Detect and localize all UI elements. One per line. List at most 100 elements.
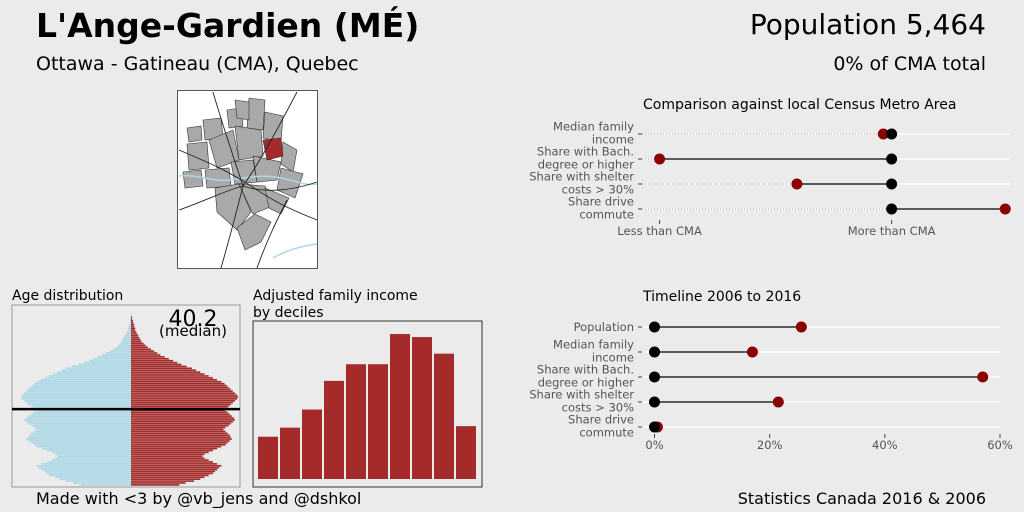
age-bar-male bbox=[59, 478, 131, 480]
age-bar-male bbox=[129, 317, 131, 320]
map-region bbox=[236, 213, 272, 251]
age-bar-female bbox=[131, 321, 134, 324]
income-decile-bar bbox=[324, 380, 344, 479]
age-bar-male bbox=[53, 373, 131, 375]
age-bar-female bbox=[131, 331, 137, 333]
age-bar-male bbox=[26, 417, 131, 419]
cma-share-value: 0% of CMA total bbox=[833, 53, 986, 75]
median-age-label: (median) bbox=[159, 322, 227, 340]
x-tick-label: More than CMA bbox=[848, 224, 936, 238]
age-bar-female bbox=[131, 401, 233, 404]
age-bar-female bbox=[131, 348, 151, 351]
age-bar-male bbox=[23, 392, 131, 394]
age-bar-male bbox=[127, 327, 131, 330]
point-local bbox=[795, 321, 807, 333]
age-bar-male bbox=[57, 455, 131, 458]
age-bar-female bbox=[131, 371, 201, 373]
age-bar-female bbox=[131, 445, 222, 448]
age-bar-male bbox=[52, 459, 131, 461]
age-bar-female bbox=[131, 428, 224, 431]
point-local bbox=[654, 153, 666, 165]
map-regions bbox=[182, 97, 304, 251]
age-bar-male bbox=[61, 369, 132, 372]
age-bar-female bbox=[131, 396, 239, 398]
point-reference bbox=[649, 321, 661, 333]
category-label: income bbox=[592, 133, 634, 147]
category-label: Share drive bbox=[568, 413, 634, 427]
income-decile-bar bbox=[346, 364, 366, 479]
age-bar-female bbox=[131, 400, 235, 402]
income-decile-bar bbox=[412, 337, 432, 479]
age-bar-male bbox=[33, 411, 131, 414]
road bbox=[212, 91, 244, 187]
point-local bbox=[877, 128, 889, 140]
age-bar-male bbox=[52, 451, 131, 454]
age-bar-female bbox=[131, 377, 213, 379]
age-bar-male bbox=[31, 413, 131, 416]
age-bar-female bbox=[131, 422, 231, 425]
age-bar-male bbox=[34, 430, 131, 433]
age-bar-male bbox=[26, 401, 131, 404]
road bbox=[256, 199, 288, 269]
age-bar-female bbox=[131, 369, 197, 372]
river bbox=[272, 243, 318, 259]
category-label: Share with Bach. bbox=[537, 145, 634, 159]
road bbox=[220, 185, 244, 269]
age-bar-male bbox=[80, 484, 131, 486]
income-decile-bar bbox=[280, 427, 300, 479]
age-bar-male bbox=[28, 403, 132, 406]
age-bar-female bbox=[131, 451, 209, 454]
age-bar-female bbox=[131, 447, 218, 450]
age-distribution-chart: Age distribution 40.2 (median) bbox=[11, 288, 241, 488]
age-bar-male bbox=[28, 388, 132, 391]
category-label: commute bbox=[579, 426, 634, 440]
age-bar-female bbox=[131, 378, 218, 381]
income-chart-title-line1: Adjusted family income bbox=[253, 288, 418, 304]
age-bar-female bbox=[131, 430, 226, 433]
age-bar-male bbox=[57, 371, 131, 373]
age-bar-male bbox=[120, 342, 131, 345]
age-bar-female bbox=[131, 398, 238, 400]
age-bar-male bbox=[116, 346, 131, 349]
age-bar-female bbox=[131, 480, 194, 482]
age-bar-male bbox=[36, 428, 131, 431]
age-bar-male bbox=[36, 464, 131, 467]
age-bar-female bbox=[131, 350, 155, 352]
age-bar-male bbox=[44, 470, 131, 473]
category-label: Share with Bach. bbox=[537, 363, 634, 377]
age-bar-male bbox=[123, 336, 131, 339]
age-bar-female bbox=[131, 440, 230, 442]
age-bar-female bbox=[131, 323, 135, 326]
map-region bbox=[214, 183, 252, 231]
age-chart-title: Age distribution bbox=[12, 288, 123, 304]
age-bar-male bbox=[32, 384, 131, 387]
age-bar-male bbox=[31, 424, 131, 427]
age-bar-female bbox=[131, 426, 226, 429]
point-reference bbox=[886, 203, 898, 215]
point-reference bbox=[649, 346, 661, 358]
point-local bbox=[772, 396, 784, 408]
age-bar-male bbox=[41, 468, 131, 471]
age-bar-female bbox=[131, 474, 209, 477]
highlighted-municipality bbox=[262, 137, 284, 161]
age-bar-female bbox=[131, 470, 215, 473]
age-bar-female bbox=[131, 373, 205, 375]
age-bar-female bbox=[131, 333, 138, 335]
age-bar-male bbox=[38, 466, 131, 469]
age-bar-female bbox=[131, 461, 213, 463]
age-bar-female bbox=[131, 325, 135, 328]
age-bar-male bbox=[34, 426, 131, 429]
age-bar-female bbox=[131, 392, 235, 394]
age-bar-male bbox=[47, 461, 131, 463]
river bbox=[178, 174, 318, 186]
category-label: Median family bbox=[553, 120, 634, 134]
category-label: degree or higher bbox=[538, 376, 635, 390]
location-map bbox=[177, 90, 318, 269]
age-bar-male bbox=[55, 476, 131, 479]
map-region bbox=[262, 111, 284, 143]
age-bar-male bbox=[41, 447, 131, 450]
age-bar-male bbox=[65, 480, 131, 482]
age-bar-male bbox=[23, 419, 131, 421]
age-bar-male bbox=[34, 443, 131, 446]
road bbox=[242, 91, 298, 187]
